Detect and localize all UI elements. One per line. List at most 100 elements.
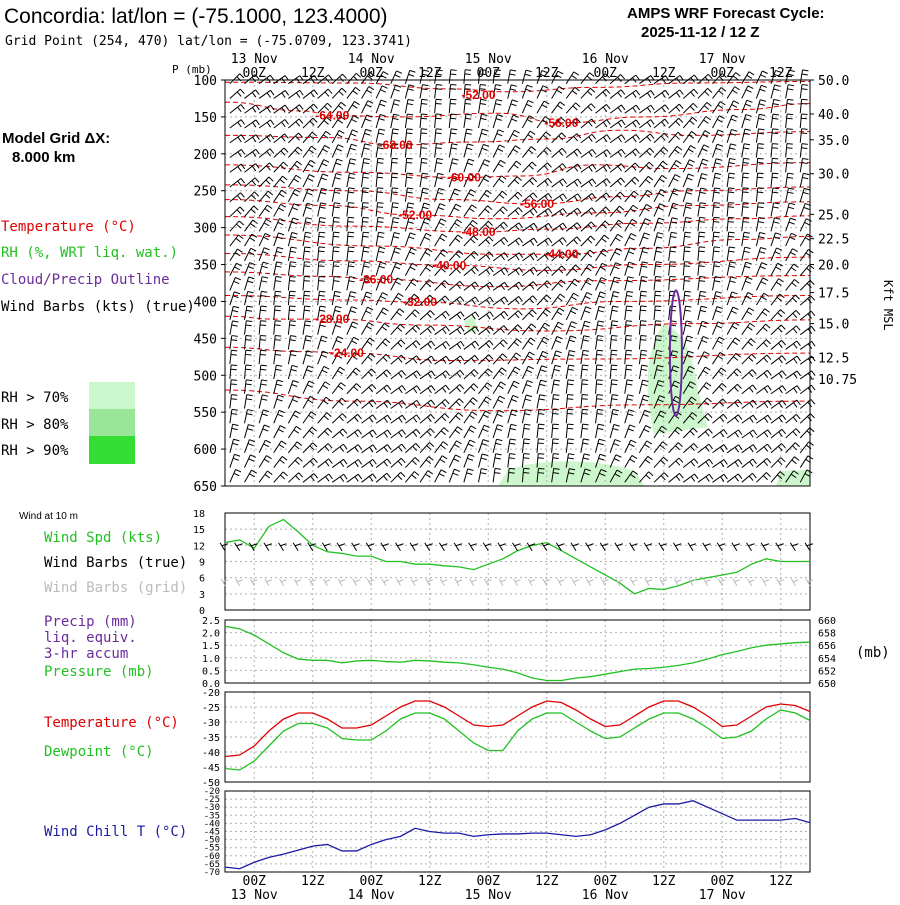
wind-barb: [244, 119, 260, 129]
wind-barb: [682, 350, 694, 365]
wind-barb: [331, 231, 340, 247]
wind-barb: [375, 399, 392, 409]
wind-barb: [478, 84, 487, 99]
wind-barb: [536, 116, 551, 129]
wind-barb: [390, 339, 406, 350]
wind-barb: [755, 128, 765, 143]
legend-temperature: Temperature (°C): [1, 219, 136, 235]
wind-barb: [536, 70, 548, 84]
temperature-contour-label: -36.00: [359, 272, 393, 286]
wind-barb: [419, 470, 434, 483]
wind-barb: [712, 459, 728, 468]
wind-barb: [404, 232, 416, 247]
wind-barb: [419, 217, 431, 232]
wind-barb: [346, 398, 362, 409]
wind-barb: [507, 338, 522, 350]
wind-barb: [624, 394, 634, 409]
wind-barb: [668, 231, 678, 247]
wind-barb: [785, 355, 801, 365]
wind-barb: [653, 104, 670, 114]
wind-barb: [756, 472, 771, 483]
wind-barb: [551, 467, 560, 483]
bottom-date-label: 15 Nov: [465, 888, 512, 900]
wind-barb: [595, 438, 605, 453]
wind-barb: [478, 251, 494, 262]
wind-barb: [273, 320, 282, 335]
wind-barb: [361, 414, 377, 424]
wind-barb: [609, 379, 618, 394]
wind-barb: [244, 349, 252, 365]
wind-barb: [785, 69, 795, 84]
surface-wind-barb: [526, 542, 536, 551]
wind-barb: [668, 457, 684, 468]
wind-barb: [288, 89, 304, 99]
wind-barb: [448, 311, 465, 321]
wind-barb: [229, 248, 243, 262]
wind-barb: [726, 383, 742, 395]
wind-barb: [536, 322, 551, 335]
wind-barb: [507, 380, 520, 394]
kft-tick-label: 35.0: [818, 134, 849, 149]
wind-barb: [258, 133, 275, 144]
wind-barb: [682, 396, 697, 409]
wind-barb: [653, 189, 667, 203]
wind-barb: [448, 203, 462, 217]
wind-barb: [653, 217, 665, 232]
wind-barb: [302, 395, 316, 409]
wind-barb: [507, 176, 522, 188]
windchill-tick-label: -70: [204, 868, 220, 878]
wind-barb: [697, 187, 707, 202]
legend-wind-speed: Wind Spd (kts): [44, 530, 162, 546]
wind-barb: [682, 412, 698, 424]
wind-barb: [799, 113, 808, 129]
wind-barb: [712, 383, 727, 395]
wind-barb: [712, 202, 721, 217]
wind-barb: [273, 147, 289, 158]
wind-barb: [390, 128, 399, 143]
wind-barb: [375, 322, 390, 335]
windchill-tick-label: -50: [204, 836, 220, 846]
wind-barb: [565, 379, 574, 394]
wind-barb: [551, 453, 560, 468]
wind-barb: [302, 217, 313, 232]
wind-barb: [668, 174, 681, 188]
wind-barb: [580, 379, 589, 394]
grid-wind-barb: [322, 578, 331, 586]
top-hour-label: 12Z: [769, 66, 793, 81]
wind-barb: [258, 455, 272, 468]
grid-wind-barb: [454, 578, 463, 586]
wind-barb: [229, 262, 242, 276]
wind-barb: [799, 340, 816, 350]
wind-barb: [244, 439, 256, 453]
wind-barb: [595, 320, 605, 335]
wind-barb: [785, 385, 801, 395]
wind-barb: [653, 410, 667, 424]
wind-barb: [624, 305, 633, 320]
wind-barb: [653, 232, 664, 247]
wind-barb: [595, 423, 605, 439]
wind-barb: [638, 394, 650, 409]
precip-panel-frame: [224, 619, 811, 684]
wind-barb: [361, 157, 370, 173]
top-hour-label: 00Z: [360, 66, 384, 81]
wind-barb: [302, 411, 317, 424]
wind-barb: [756, 458, 772, 468]
wind-barb: [755, 172, 764, 188]
wind-barb: [229, 149, 246, 158]
wind-barb: [405, 340, 421, 350]
wind-barb: [697, 276, 706, 291]
wind-barb: [565, 236, 582, 247]
wind-barb: [726, 202, 735, 217]
wind-barb: [346, 383, 362, 395]
wind-barb: [755, 323, 771, 336]
kft-tick-label: 25.0: [818, 208, 849, 223]
wind-barb: [346, 86, 361, 99]
chart-layer: -52.00 -64.00 -56.00 -68.00 -60.00 -56.00 -52.…: [193, 52, 857, 903]
wind-barb: [492, 221, 508, 232]
wind-barb: [595, 364, 603, 380]
wind-barb: [492, 267, 509, 277]
wind-barb: [741, 187, 749, 202]
wind-barb: [580, 103, 596, 114]
wind-barb: [609, 409, 619, 424]
wind-barb: [741, 353, 757, 365]
